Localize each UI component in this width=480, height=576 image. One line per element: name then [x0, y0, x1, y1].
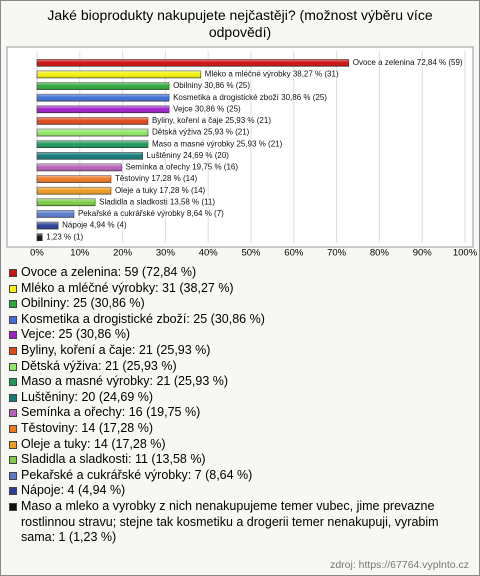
legend-marker: [9, 346, 17, 355]
value-label: Pekařské a cukrářské výrobky 8,64 % (7): [78, 209, 224, 218]
legend-marker: [9, 440, 17, 449]
bar-gloss: [37, 59, 349, 67]
bar-gloss: [37, 152, 143, 160]
chart-title: Jaké bioprodukty nakupujete nejčastěji? …: [47, 7, 433, 40]
chart: 0% 10% 20% 30% 40% 50% 60% 70% 80% 90% 100% Ovoce a…: [6, 46, 478, 259]
value-label: 1,23 % (1): [46, 232, 83, 241]
legend-item: Oleje a tuky: 14 (17,28 %): [9, 437, 473, 453]
legend-marker: [9, 315, 17, 324]
legend-item: Maso a mleko a vyrobky z nich nenakupuje…: [9, 499, 473, 546]
value-label: Dětská výživa 25,93 % (21): [152, 128, 250, 137]
value-label: Obilniny 30,86 % (25): [173, 81, 250, 90]
legend-label: Sladidla a sladkosti: 11 (13,58 %): [21, 452, 206, 467]
bar-gloss: [37, 198, 96, 206]
x-tick-label: 10%: [70, 248, 90, 259]
legend-label: Těstoviny: 14 (17,28 %): [21, 420, 154, 435]
legend-item: Nápoje: 4 (4,94 %): [9, 483, 473, 499]
value-label: Semínka a ořechy 19,75 % (16): [126, 163, 239, 172]
legend-marker: [9, 331, 17, 340]
legend-label: Dětská výživa: 21 (25,93 %): [21, 358, 177, 373]
x-tick-label: 50%: [241, 248, 261, 259]
legend-label: Pekařské a cukrářské výrobky: 7 (8,64 %): [21, 467, 253, 482]
legend-marker: [9, 456, 17, 465]
legend-marker: [9, 471, 17, 480]
value-label: Kosmetika a drogistické zboží 30,86 % (2…: [173, 93, 327, 102]
legend-marker: [9, 502, 17, 511]
legend-marker: [9, 300, 17, 309]
legend-item: Vejce: 25 (30,86 %): [9, 327, 473, 343]
bar-gloss: [37, 140, 148, 148]
legend-label: Luštěniny: 20 (24,69 %): [21, 389, 154, 404]
legend-label: Byliny, koření a čaje: 21 (25,93 %): [21, 342, 211, 357]
value-label: Těstoviny 17,28 % (14): [115, 174, 198, 183]
value-label: Ovoce a zelenina 72,84 % (59): [353, 58, 463, 67]
legend-marker: [9, 284, 17, 293]
legend-label: Nápoje: 4 (4,94 %): [21, 483, 126, 498]
legend-label: Maso a mleko a vyrobky z nich nenakupuje…: [21, 498, 439, 545]
bar-gloss: [37, 233, 43, 241]
x-tick-label: 80%: [370, 248, 390, 259]
legend-item: Mléko a mléčné výrobky: 31 (38,27 %): [9, 281, 473, 297]
legend-marker: [9, 378, 17, 387]
value-label: Maso a masné výrobky 25,93 % (21): [152, 139, 283, 148]
x-tick-label: 90%: [413, 248, 433, 259]
bar-gloss: [37, 222, 59, 230]
legend-label: Ovoce a zelenina: 59 (72,84 %): [21, 265, 197, 279]
bar-gloss: [37, 175, 111, 183]
legend-item: Dětská výživa: 21 (25,93 %): [9, 359, 473, 375]
value-label: Luštěniny 24,69 % (20): [147, 151, 230, 160]
legend-label: Oleje a tuky: 14 (17,28 %): [21, 436, 166, 451]
legend-item: Sladidla a sladkosti: 11 (13,58 %): [9, 452, 473, 468]
value-label: Byliny, koření a čaje 25,93 % (21): [152, 116, 271, 125]
bar-gloss: [37, 117, 148, 125]
legend-label: Obilniny: 25 (30,86 %): [21, 296, 145, 311]
legend-item: Pekařské a cukrářské výrobky: 7 (8,64 %): [9, 468, 473, 484]
legend-marker: [9, 409, 17, 418]
bar-gloss: [37, 70, 201, 78]
x-tick-label: 0%: [30, 248, 44, 259]
x-tick-label: 70%: [327, 248, 347, 259]
value-label: Oleje a tuky 17,28 % (14): [115, 186, 206, 195]
value-label: Mléko a mléčné výrobky 38,27 % (31): [205, 70, 339, 79]
bar-gloss: [37, 187, 111, 195]
bar-gloss: [37, 163, 122, 171]
legend-label: Semínka a ořechy: 16 (19,75 %): [21, 405, 201, 420]
legend-item: Semínka a ořechy: 16 (19,75 %): [9, 405, 473, 421]
bar-gloss: [37, 210, 74, 218]
legend-marker: [9, 393, 17, 402]
legend-marker: [9, 269, 17, 277]
legend-item: Byliny, koření a čaje: 21 (25,93 %): [9, 343, 473, 359]
legend-marker: [9, 487, 17, 496]
legend-marker: [9, 424, 17, 433]
x-tick-label: 20%: [113, 248, 133, 259]
value-label: Nápoje 4,94 % (4): [62, 221, 127, 230]
bar-gloss: [37, 105, 170, 113]
legend-marker: [9, 362, 17, 371]
legend-item: Maso a masné výrobky: 21 (25,93 %): [9, 374, 473, 390]
x-tick-label: 30%: [156, 248, 176, 259]
legend-item: Obilniny: 25 (30,86 %): [9, 296, 473, 312]
value-label: Vejce 30,86 % (25): [173, 104, 241, 113]
source: zdroj: https://67764.vyplnto.cz: [330, 559, 469, 571]
legend: Ovoce a zelenina: 59 (72,84 %) Mléko a ml…: [1, 263, 479, 546]
legend-item: Těstoviny: 14 (17,28 %): [9, 421, 473, 437]
bar-gloss: [37, 129, 148, 137]
bar-gloss: [37, 82, 170, 90]
value-label: Sladidla a sladkosti 13,58 % (11): [99, 197, 215, 206]
x-tick-label: 60%: [284, 248, 304, 259]
legend-label: Mléko a mléčné výrobky: 31 (38,27 %): [21, 280, 234, 295]
legend-label: Vejce: 25 (30,86 %): [21, 327, 131, 342]
x-tick-label: 100%: [453, 248, 478, 259]
bar-gloss: [37, 94, 170, 102]
legend-item: Kosmetika a drogistické zboží: 25 (30,86…: [9, 312, 473, 328]
legend-label: Maso a masné výrobky: 21 (25,93 %): [21, 374, 229, 389]
legend-label: Kosmetika a drogistické zboží: 25 (30,86…: [21, 311, 265, 326]
legend-item: Ovoce a zelenina: 59 (72,84 %): [9, 265, 473, 281]
x-tick-label: 40%: [199, 248, 219, 259]
legend-item: Luštěniny: 20 (24,69 %): [9, 390, 473, 406]
